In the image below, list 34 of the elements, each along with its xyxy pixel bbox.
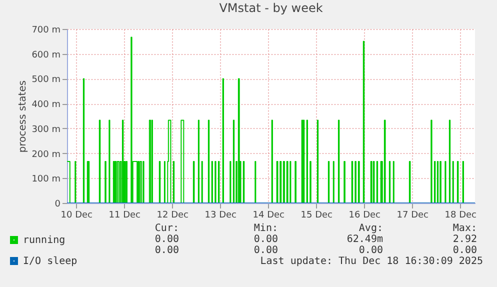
text: Min:: [254, 223, 278, 234]
y-tick-label: 500 m: [32, 75, 60, 86]
text: 0.00: [154, 234, 179, 245]
x-tick-label: 11 Dec: [108, 210, 141, 220]
x-tick-label: 18 Dec: [444, 210, 477, 220]
x-tick-label: 15 Dec: [300, 210, 333, 220]
x-tick-label: 13 Dec: [204, 210, 237, 220]
text: 0.00: [254, 245, 278, 256]
x-tick-label: 17 Dec: [396, 210, 429, 220]
text: 2.92: [452, 234, 477, 245]
chart-title: VMstat - by week: [219, 1, 323, 15]
y-tick-label: 700 m: [32, 26, 60, 36]
text: 62.49m: [346, 234, 383, 245]
y-tick-label: 0: [54, 200, 61, 210]
x-tick-label: 12 Dec: [156, 210, 189, 220]
y-axis-title: process states: [18, 80, 29, 153]
text: Max:: [452, 223, 477, 234]
x-tick-label: 14 Dec: [252, 210, 285, 220]
text: 0.00: [358, 245, 383, 256]
legend-label: running: [23, 235, 66, 246]
x-tick-label: 10 Dec: [60, 210, 93, 220]
text: 0.00: [452, 245, 477, 256]
text: Avg:: [358, 223, 383, 234]
y-tick-label: 100 m: [32, 174, 60, 185]
x-tick-label: 16 Dec: [348, 210, 381, 220]
y-tick-label: 300 m: [32, 124, 60, 135]
text: Last update: Thu Dec 18 16:30:09 2025: [260, 256, 483, 267]
text: Cur:: [154, 223, 179, 234]
text: 0.00: [154, 245, 179, 256]
y-tick-label: 600 m: [32, 50, 60, 60]
y-tick-label: 200 m: [32, 150, 60, 160]
legend-label: I/O sleep: [23, 256, 78, 267]
text: 0.00: [254, 234, 278, 245]
y-tick-label: 400 m: [32, 100, 60, 110]
